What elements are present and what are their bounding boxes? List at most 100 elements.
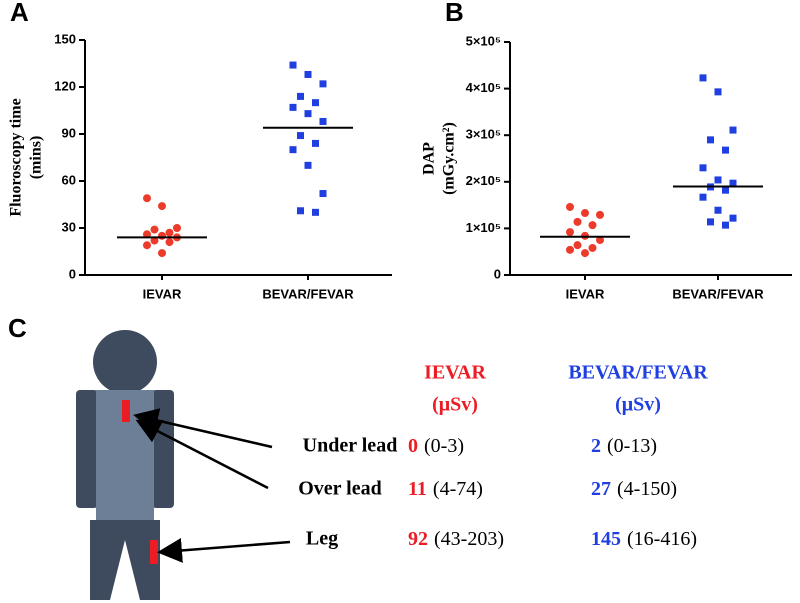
data-point [729,179,737,187]
data-point [714,88,722,96]
x-tick-label: BEVAR/FEVAR [262,286,354,301]
data-point [143,194,151,203]
column-title: BEVAR/FEVAR [568,362,708,384]
data-point [289,61,297,69]
panel-label: A [10,0,29,27]
data-point [588,221,597,230]
panel-label: C [8,313,27,343]
data-point [289,103,297,111]
data-point [566,202,574,211]
data-point [312,99,319,107]
data-point [304,161,312,169]
y-axis-title: DAP [421,142,438,175]
data-point [722,221,729,229]
data-point [722,186,729,194]
data-point [573,217,582,226]
data-point [699,164,707,172]
data-point [319,80,327,88]
y-tick-label: 4×10⁵ [466,80,501,95]
median-value: 92 [408,528,428,550]
data-point [297,92,304,100]
arrow [135,419,269,490]
y-tick-label: 1×10⁵ [466,220,501,235]
y-tick-label: 0 [69,266,76,281]
data-point [158,202,166,211]
range-value: (43-203) [434,528,504,550]
median-value: 2 [591,435,601,457]
panel-label: B [445,0,464,27]
median-value: 11 [408,478,427,500]
arrow [157,537,291,563]
data-point [319,190,327,198]
data-point [158,249,166,258]
data-point [573,241,582,250]
data-point [588,243,597,252]
data-point [304,110,312,118]
dosimeter [150,540,158,564]
data-point [596,210,604,219]
data-point [312,139,319,147]
column-title: IEVAR [424,362,486,384]
column-unit: (μSv) [615,394,661,416]
y-tick-label: 30 [62,219,76,234]
data-point [729,214,737,222]
data-point [699,74,707,82]
data-point [566,245,574,254]
x-tick-label: BEVAR/FEVAR [672,286,764,301]
data-point [165,238,174,247]
median-value: 0 [408,435,418,457]
data-point [707,218,714,226]
person [76,330,174,600]
row-label: Leg [306,528,338,550]
dosimeter [122,400,130,422]
data-point [581,209,589,218]
range-value: (4-74) [433,478,483,500]
y-tick-label: 150 [54,31,76,46]
column-unit: (μSv) [432,394,478,416]
x-tick-label: IEVAR [566,286,605,301]
y-tick-label: 3×10⁵ [466,127,501,142]
arm [152,390,174,508]
data-point [729,126,737,134]
y-tick-label: 60 [62,172,76,187]
data-point [297,207,304,215]
y-axis-title: Fluoroscopy time [8,98,25,216]
data-point [699,193,707,201]
y-axis-title: (mGy.cm²) [441,122,458,195]
data-point [304,70,312,78]
data-point [714,176,722,184]
data-point [165,228,174,237]
cell: 145 (16-416) [591,528,697,550]
data-point [289,146,297,154]
cell: 27 (4-150) [591,478,677,500]
x-tick-label: IEVAR [143,286,182,301]
median-value: 145 [591,528,621,550]
median-value: 27 [591,478,611,500]
data-point [596,236,604,245]
data-point [143,230,151,239]
y-tick-label: 90 [62,125,76,140]
row-label: Under lead [303,435,398,457]
row-label: Over lead [298,478,382,500]
cell: 92 (43-203) [408,528,504,550]
cell: 0 (0-3) [408,435,464,457]
data-point [297,132,304,140]
range-value: (4-150) [617,478,677,500]
y-tick-label: 2×10⁵ [466,173,501,188]
data-point [158,231,166,240]
range-value: (0-3) [424,435,464,457]
data-point [319,117,327,125]
range-value: (0-13) [607,435,657,457]
range-value: (16-416) [627,528,697,550]
y-tick-label: 5×10⁵ [466,33,501,48]
head [93,330,157,394]
data-point [150,236,159,245]
data-point [566,228,574,237]
data-point [143,241,151,250]
data-point [707,136,714,144]
cell: 2 (0-13) [591,435,657,457]
data-point [150,225,159,234]
legs [90,520,160,600]
